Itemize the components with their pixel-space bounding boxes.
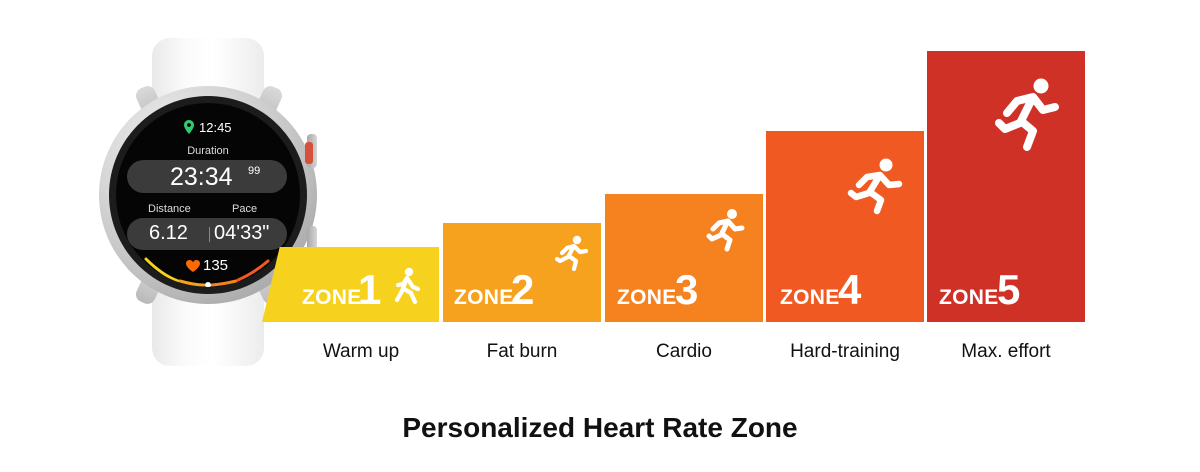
zone-1-block: ZONE 1	[262, 247, 439, 322]
pace-value: 04'33"	[214, 222, 270, 244]
zone-3-name: Cardio	[656, 341, 712, 362]
distance-label: Distance	[148, 203, 191, 215]
watch-button-bottom	[307, 226, 317, 260]
zone-2-word: ZONE	[454, 286, 514, 309]
heart-rate-value: 135	[203, 257, 229, 274]
sprinting-icon	[995, 78, 1059, 151]
pace-label: Pace	[232, 203, 258, 215]
watch-time: 12:45	[199, 120, 232, 135]
running-fast-icon	[847, 158, 903, 215]
location-pin-icon	[184, 120, 194, 134]
running-icon	[706, 209, 745, 252]
duration-pill	[127, 160, 287, 193]
distance-pace-pill	[127, 218, 287, 250]
duration-fraction: 99	[248, 165, 261, 177]
smartwatch: 12:45 Duration 23:34 99 Distance Pace 6.…	[0, 0, 320, 380]
distance-value: 6.12	[149, 222, 188, 244]
zone-3-number: 3	[675, 266, 699, 313]
zone-4-fill	[766, 131, 924, 322]
zone-2-block: ZONE 2	[443, 223, 601, 322]
zone-2-number: 2	[511, 266, 535, 313]
zone-3-word: ZONE	[617, 286, 677, 309]
zone-5-name: Max. effort	[961, 341, 1051, 362]
duration-label: Duration	[187, 145, 229, 157]
value-divider	[209, 227, 210, 242]
zone-2-name: Fat burn	[486, 341, 558, 362]
walking-icon	[394, 267, 421, 305]
zone-3-block: ZONE 3	[605, 194, 763, 322]
zone-1-name: Warm up	[322, 341, 400, 362]
zone-4-block: ZONE 4	[766, 131, 924, 322]
zone-4-number: 4	[838, 266, 862, 313]
watch-button-accent	[305, 142, 313, 164]
zone-1-number: 1	[358, 266, 382, 313]
zone-4-word: ZONE	[780, 286, 840, 309]
zone-5-word: ZONE	[939, 286, 999, 309]
zone-5-number: 5	[997, 266, 1021, 313]
zone-4-name: Hard-training	[790, 341, 900, 362]
zone-1-word: ZONE	[302, 286, 362, 309]
watch-screen: 12:45 Duration 23:34 99 Distance Pace 6.…	[116, 103, 300, 287]
zone-5-block: ZONE 5	[927, 51, 1085, 322]
running-icon	[555, 235, 589, 271]
zone-5-fill	[927, 51, 1085, 322]
heart-icon	[186, 260, 200, 272]
page-title: Personalized Heart Rate Zone	[402, 412, 798, 443]
heart-rate-arc	[144, 257, 270, 287]
duration-value: 23:34	[170, 163, 233, 191]
